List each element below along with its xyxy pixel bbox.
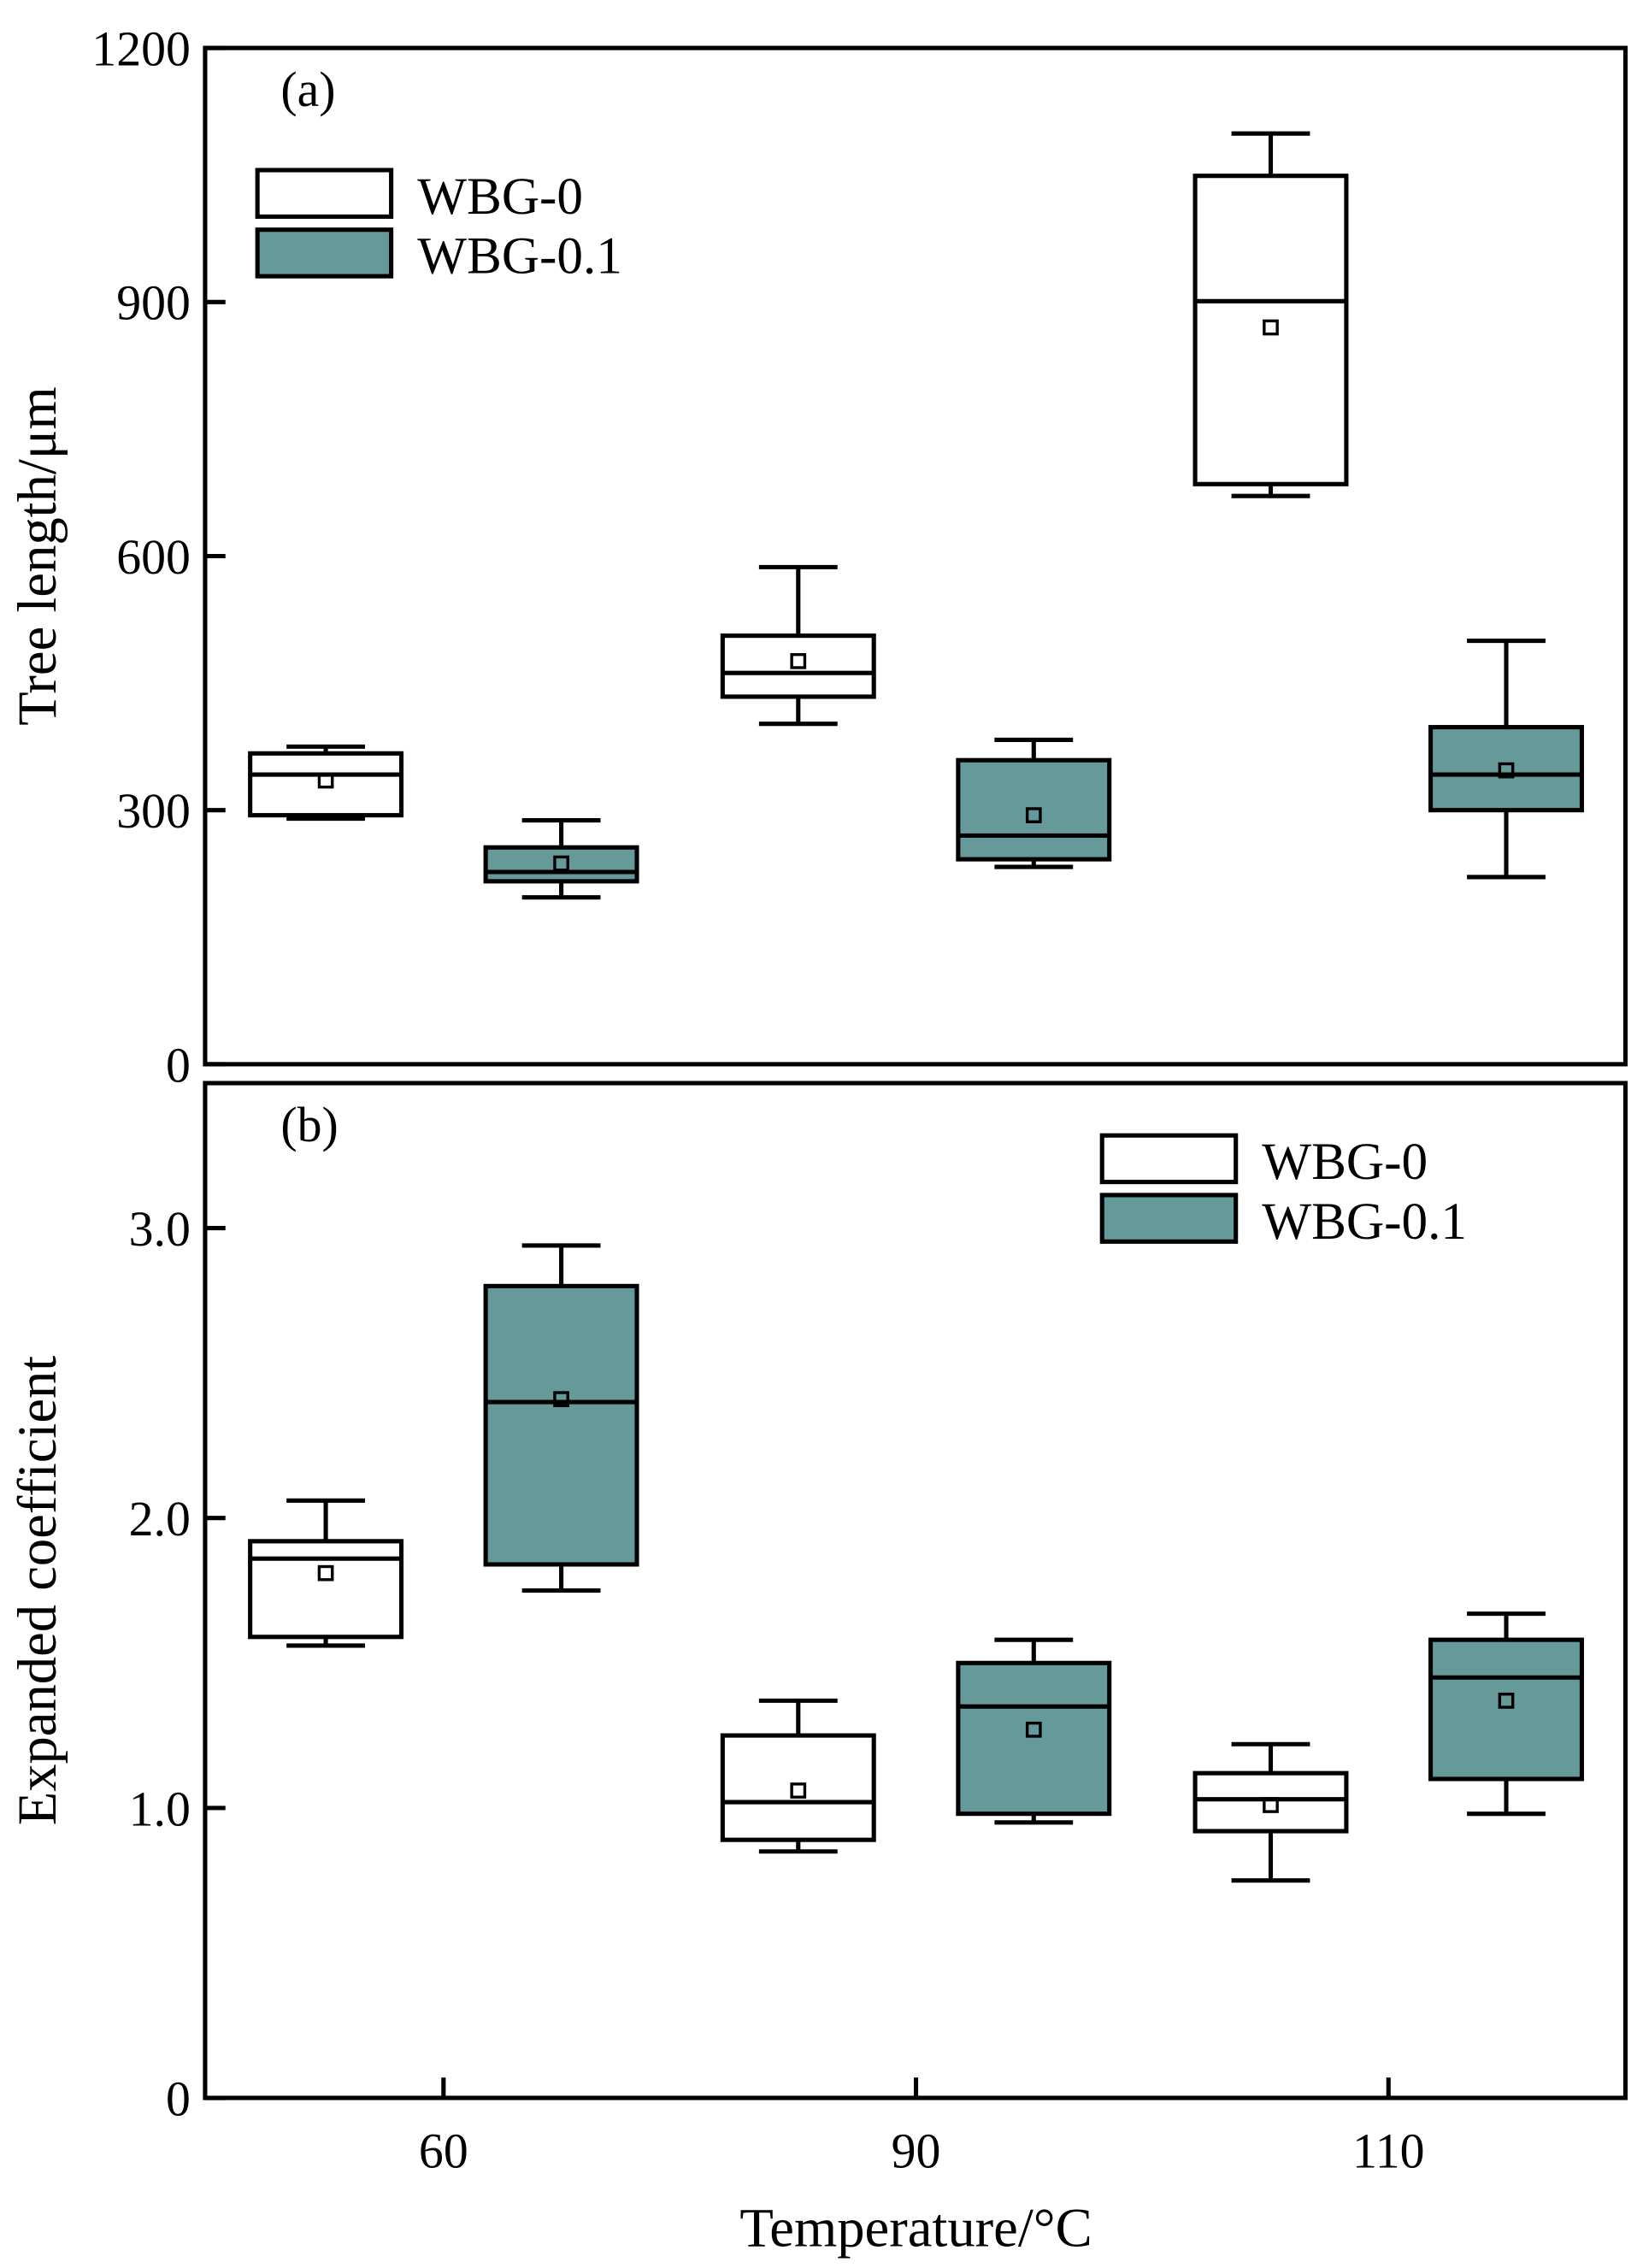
y-tick-label: 0 bbox=[166, 1037, 191, 1093]
iqr-box bbox=[483, 1283, 639, 1567]
legend-label: WBG-0 bbox=[417, 168, 583, 226]
y-tick-label: 2.0 bbox=[129, 1491, 191, 1546]
mean-marker bbox=[1498, 762, 1515, 779]
iqr-box bbox=[248, 1539, 404, 1640]
box-WBG-0.1-110 bbox=[1428, 639, 1584, 880]
panel-label: (b) bbox=[280, 1097, 338, 1152]
legend-swatch bbox=[255, 168, 394, 219]
y-tick-label: 0 bbox=[166, 2071, 191, 2126]
box-WBG-0.1-60 bbox=[483, 1243, 639, 1593]
y-tick-label: 1.0 bbox=[129, 1781, 191, 1836]
iqr-box bbox=[720, 1733, 876, 1842]
legend-label: WBG-0.1 bbox=[1262, 1193, 1467, 1251]
legend-swatch bbox=[1099, 1193, 1239, 1244]
box-WBG-0.1-60 bbox=[483, 818, 639, 900]
legend-label: WBG-0.1 bbox=[417, 227, 622, 286]
y-tick-label: 1200 bbox=[91, 21, 191, 77]
box-WBG-0.1-90 bbox=[956, 1637, 1112, 1825]
iqr-box bbox=[248, 751, 404, 818]
y-tick-label: 900 bbox=[116, 275, 191, 331]
box-WBG-0-110 bbox=[1192, 1741, 1349, 1883]
iqr-box bbox=[483, 845, 639, 884]
box-WBG-0-60 bbox=[248, 1498, 404, 1648]
mean-marker bbox=[553, 1391, 569, 1408]
iqr-box bbox=[720, 633, 876, 699]
y-tick-label: 300 bbox=[116, 783, 191, 839]
iqr-box bbox=[956, 1660, 1112, 1817]
iqr-box bbox=[1192, 174, 1349, 486]
mean-marker bbox=[1025, 807, 1042, 823]
mean-marker bbox=[1263, 1797, 1279, 1813]
legend-label: WBG-0 bbox=[1262, 1133, 1428, 1191]
iqr-box bbox=[1192, 1770, 1349, 1834]
mean-marker bbox=[317, 772, 334, 789]
box-WBG-0.1-90 bbox=[956, 737, 1112, 869]
box-WBG-0-60 bbox=[248, 744, 404, 822]
panel-a: 0 300 600 900 1200 Tree length/μm (a) WBG-0WBG-… bbox=[6, 21, 1628, 1093]
mean-marker bbox=[317, 1564, 334, 1582]
x-tick-label: 60 bbox=[419, 2124, 468, 2179]
y-axis-label: Tree length/μm bbox=[6, 386, 68, 726]
y-axis-label: Expanded coefficient bbox=[6, 1356, 68, 1826]
y-tick-label: 600 bbox=[116, 529, 191, 585]
mean-marker bbox=[1263, 319, 1279, 336]
iqr-box bbox=[1428, 1637, 1584, 1782]
mean-marker bbox=[790, 1782, 807, 1799]
iqr-box bbox=[1428, 725, 1584, 813]
legend-swatch bbox=[255, 227, 394, 279]
legend-swatch bbox=[1099, 1133, 1239, 1185]
box-WBG-0.1-110 bbox=[1428, 1611, 1584, 1817]
x-axis-label: Temperature/°C bbox=[739, 2196, 1092, 2258]
panel-label: (a) bbox=[280, 62, 335, 117]
mean-marker bbox=[1025, 1721, 1042, 1738]
box-WBG-0-90 bbox=[720, 1698, 876, 1854]
panel-b: 0 1.0 2.0 3.0 Expanded coefficient (b) 60 90 110… bbox=[6, 1081, 1628, 2179]
mean-marker bbox=[553, 855, 569, 872]
x-tick-label: 110 bbox=[1352, 2124, 1425, 2179]
x-tick-label: 90 bbox=[892, 2124, 941, 2179]
box-WBG-0-90 bbox=[720, 564, 876, 727]
mean-marker bbox=[790, 652, 807, 669]
y-tick-label: 3.0 bbox=[129, 1201, 191, 1257]
box-WBG-0-110 bbox=[1192, 131, 1349, 498]
mean-marker bbox=[1498, 1693, 1515, 1709]
